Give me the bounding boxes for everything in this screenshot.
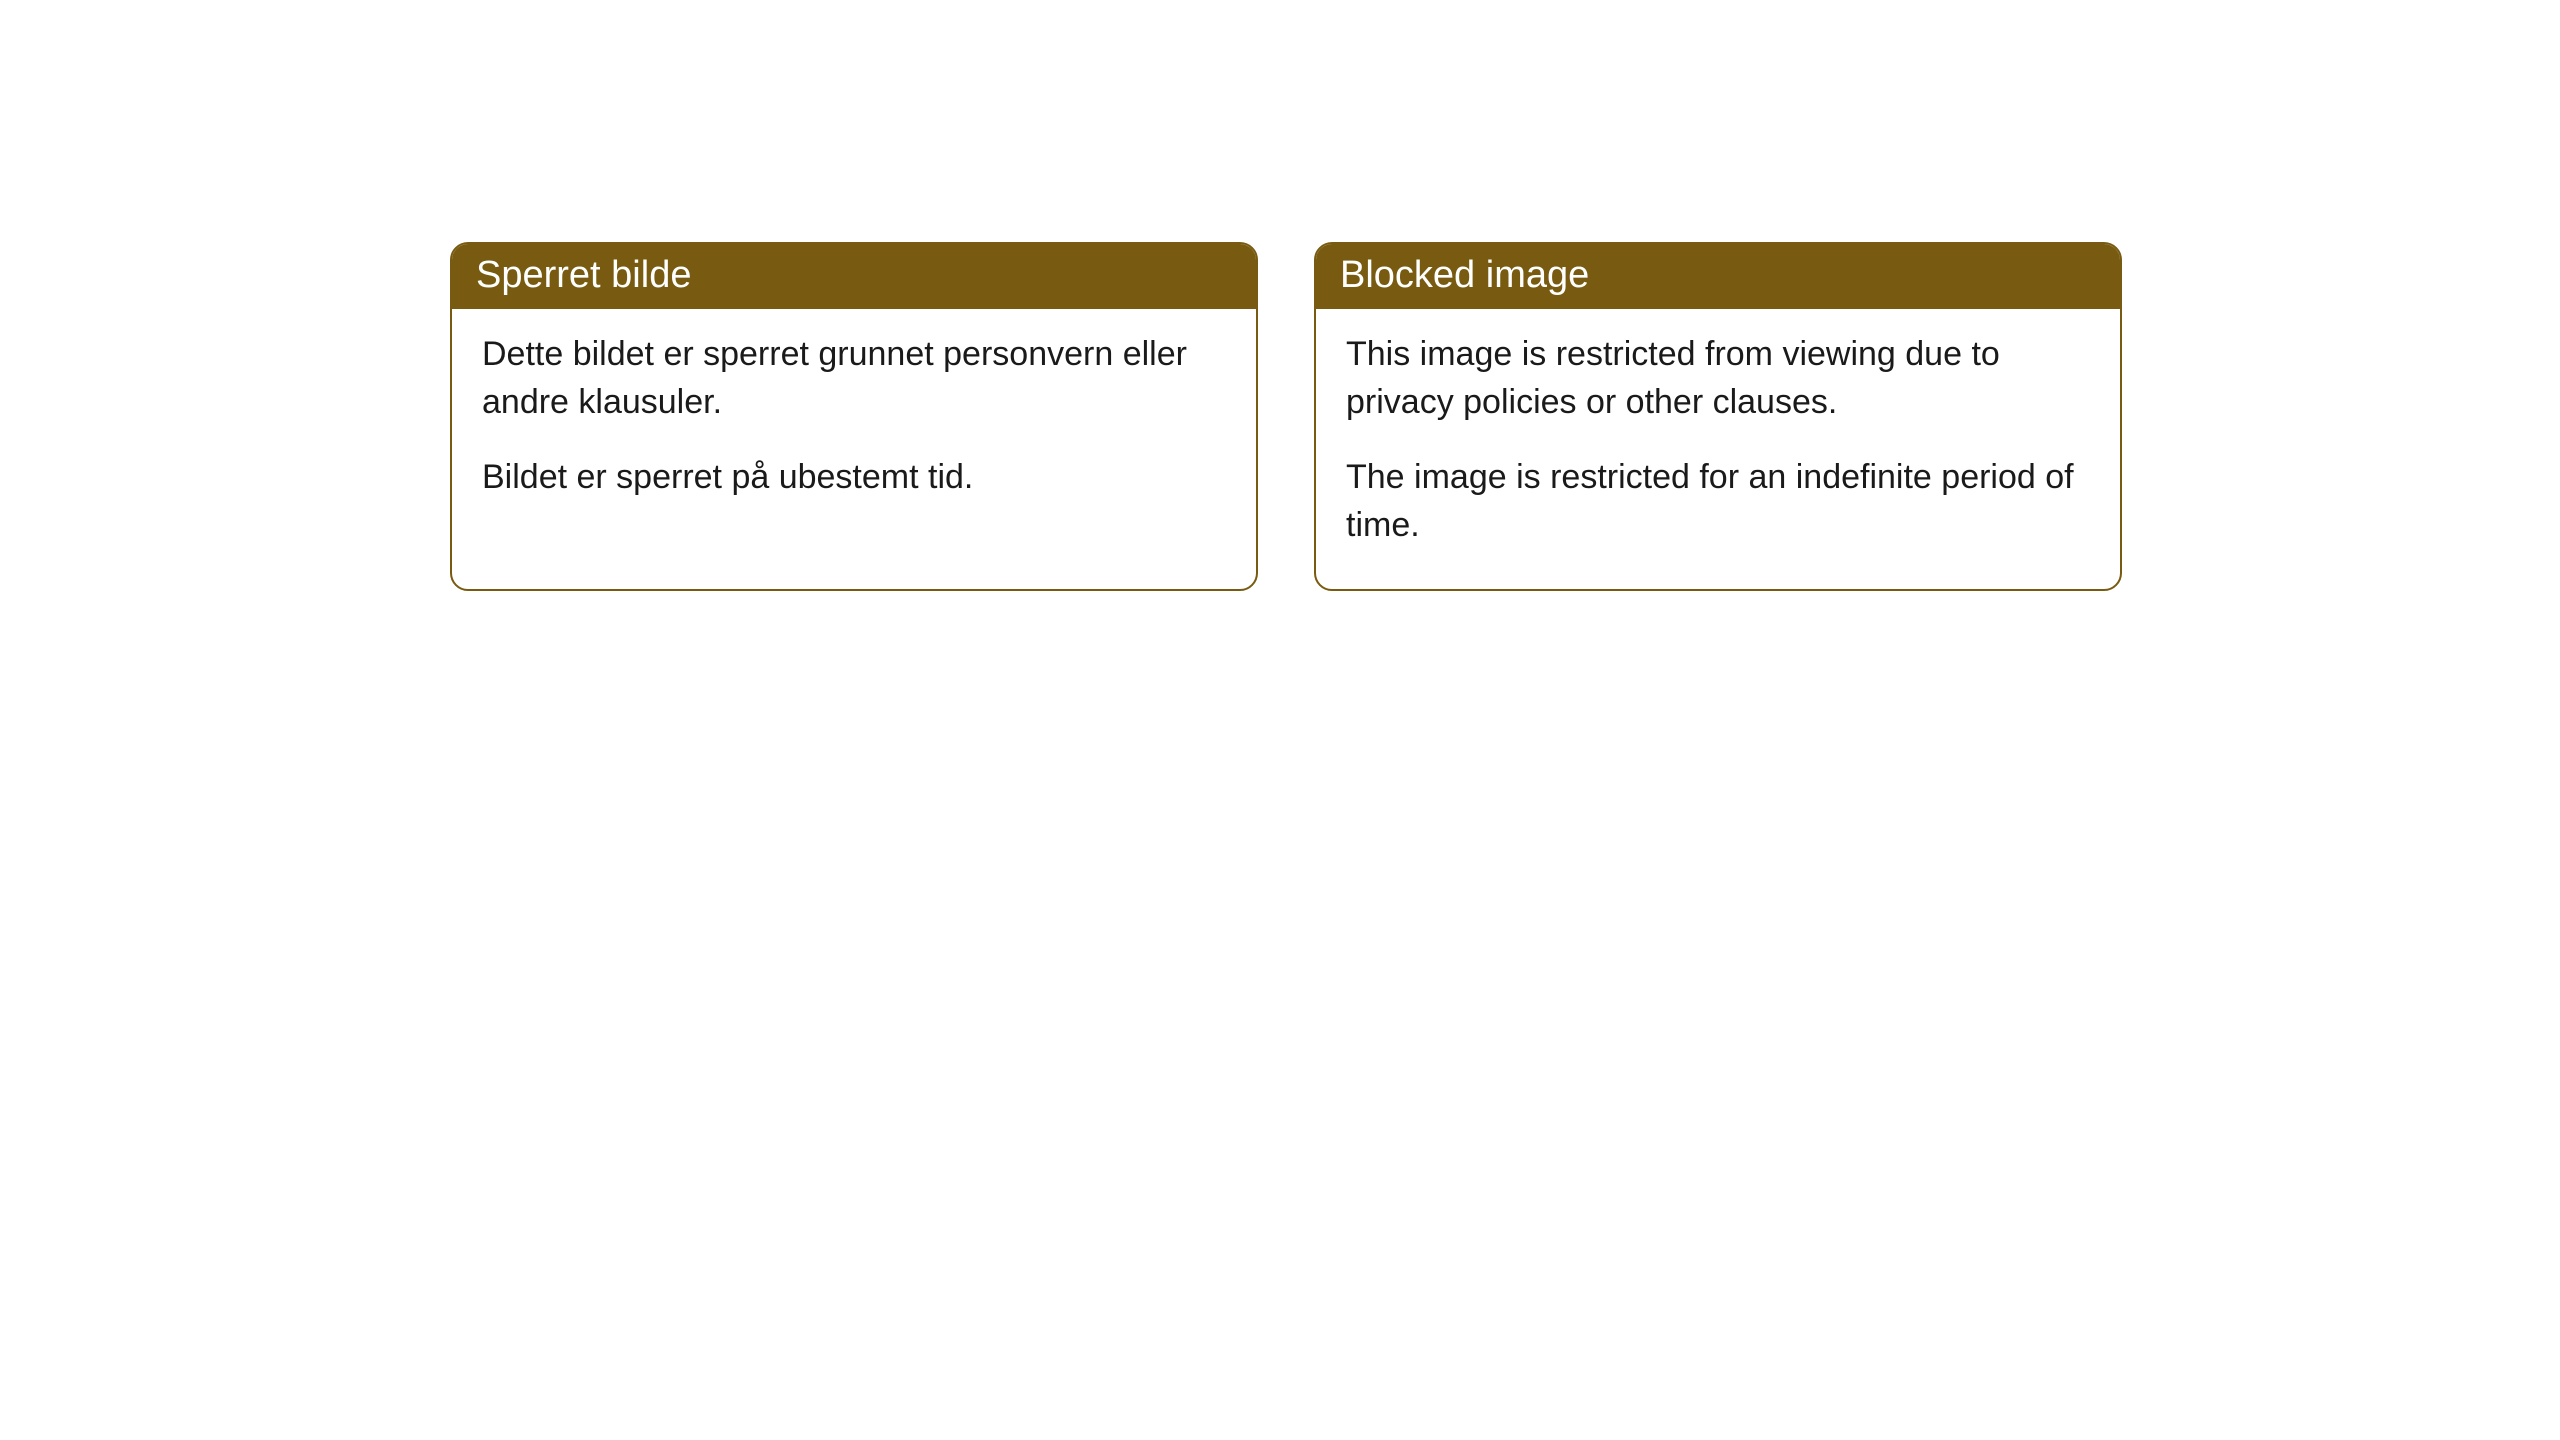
card-body-no: Dette bildet er sperret grunnet personve… (452, 309, 1256, 542)
card-header-no: Sperret bilde (452, 244, 1256, 309)
blocked-image-card-no: Sperret bilde Dette bildet er sperret gr… (450, 242, 1258, 591)
card-paragraph-1-no: Dette bildet er sperret grunnet personve… (482, 331, 1226, 426)
blocked-image-card-en: Blocked image This image is restricted f… (1314, 242, 2122, 591)
card-body-en: This image is restricted from viewing du… (1316, 309, 2120, 589)
card-paragraph-2-no: Bildet er sperret på ubestemt tid. (482, 454, 1226, 502)
cards-container: Sperret bilde Dette bildet er sperret gr… (450, 242, 2122, 591)
card-paragraph-2-en: The image is restricted for an indefinit… (1346, 454, 2090, 549)
card-paragraph-1-en: This image is restricted from viewing du… (1346, 331, 2090, 426)
card-header-en: Blocked image (1316, 244, 2120, 309)
